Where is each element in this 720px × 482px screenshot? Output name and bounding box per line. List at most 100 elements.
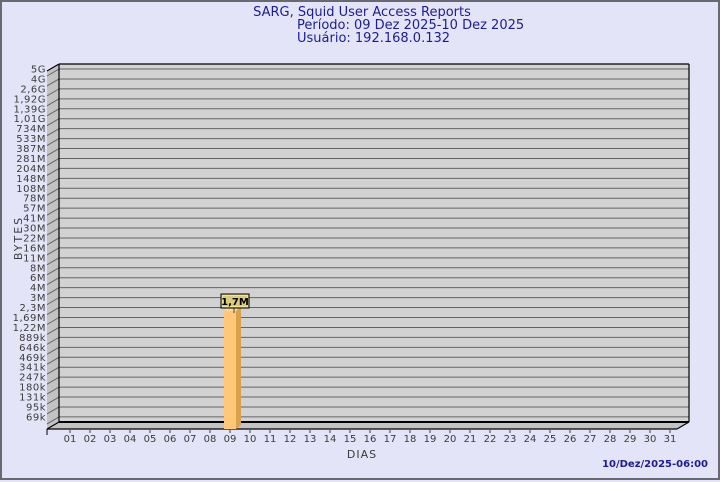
- y-tick-label: 4G: [31, 74, 46, 85]
- x-tick-label: 22: [484, 434, 497, 445]
- y-tick-label: 4M: [30, 283, 46, 294]
- y-tick-diagonal: [46, 68, 60, 77]
- y-tick-label: 5G: [31, 65, 46, 76]
- x-axis-title: DIAS: [346, 448, 378, 461]
- x-tick-label: 03: [104, 434, 117, 445]
- y-tick-label: 8M: [30, 263, 46, 274]
- y-tick-label: 281M: [16, 154, 46, 165]
- x-tick-label: 29: [624, 434, 637, 445]
- y-tick-diagonal: [46, 247, 60, 256]
- x-tick-label: 07: [184, 434, 197, 445]
- y-tick-label: 11M: [23, 253, 46, 264]
- floor-left-edge: [46, 421, 60, 430]
- y-tick-label: 57M: [23, 204, 46, 215]
- x-tick-label: 08: [204, 434, 217, 445]
- y-tick-label: 22M: [23, 233, 46, 244]
- y-tick-label: 69k: [26, 412, 46, 423]
- y-tick-label: 3M: [30, 293, 46, 304]
- value-label-text: 1,7M: [221, 297, 249, 308]
- x-tick-label: 16: [364, 434, 377, 445]
- y-tick-diagonal: [46, 207, 60, 216]
- x-tick-label: 01: [64, 434, 77, 445]
- y-tick-diagonal: [46, 257, 60, 266]
- y-tick-diagonal: [46, 277, 60, 286]
- y-tick-diagonal: [46, 138, 60, 147]
- y-tick-label: 16M: [23, 243, 46, 254]
- x-tick-label: 31: [664, 434, 677, 445]
- y-tick-diagonal: [46, 356, 60, 365]
- y-tick-diagonal: [46, 327, 60, 335]
- x-tick-label: 21: [464, 434, 477, 445]
- y-tick-diagonal: [46, 267, 60, 276]
- y-tick-label: 131k: [19, 393, 46, 404]
- y-tick-diagonal: [46, 78, 60, 87]
- y-tick-label: 341k: [19, 363, 46, 374]
- value-label-box: [220, 293, 250, 309]
- y-tick-diagonal: [46, 187, 60, 196]
- y-axis-wall: [47, 64, 59, 429]
- y-tick-label: 78M: [23, 194, 46, 205]
- y-tick-label: 734M: [16, 124, 46, 135]
- bar-front-face: [224, 311, 236, 429]
- y-tick-label: 1,22M: [13, 323, 46, 334]
- x-tick-label: 09: [224, 434, 237, 445]
- x-tick-label: 18: [404, 434, 417, 445]
- wall-top-edge: [46, 63, 60, 72]
- y-tick-label: 95k: [26, 402, 46, 413]
- x-tick-label: 24: [524, 434, 537, 445]
- y-tick-diagonal: [46, 88, 60, 97]
- y-tick-diagonal: [46, 128, 60, 137]
- y-tick-label: 2,3M: [19, 303, 46, 314]
- y-tick-diagonal: [46, 108, 60, 117]
- x-tick-label: 12: [284, 434, 297, 445]
- x-tick-label: 23: [504, 434, 517, 445]
- y-tick-diagonal: [46, 148, 60, 156]
- y-tick-diagonal: [46, 217, 60, 226]
- y-tick-label: 247k: [19, 373, 46, 384]
- x-tick-label: 27: [584, 434, 597, 445]
- value-label-box-highlight: [222, 295, 248, 307]
- x-tick-label: 17: [384, 434, 397, 445]
- x-tick-label: 10: [244, 434, 257, 445]
- x-tick-label: 11: [264, 434, 277, 445]
- y-tick-label: 204M: [16, 164, 46, 175]
- y-tick-label: 180k: [19, 383, 46, 394]
- y-tick-diagonal: [46, 227, 60, 236]
- y-tick-diagonal: [46, 386, 60, 395]
- report-period: Período: 09 Dez 2025-10 Dez 2025: [297, 18, 525, 33]
- y-tick-label: 41M: [23, 214, 46, 225]
- report-user: Usuário: 192.168.0.132: [297, 31, 451, 46]
- x-tick-label: 20: [444, 434, 457, 445]
- y-tick-diagonal: [46, 177, 60, 186]
- report-title: SARG, Squid User Access Reports: [253, 5, 471, 20]
- y-tick-label: 1,69M: [13, 313, 46, 324]
- y-tick-diagonal: [46, 317, 60, 325]
- y-tick-diagonal: [46, 237, 60, 246]
- y-tick-label: 1,92G: [13, 94, 46, 105]
- y-tick-diagonal: [46, 158, 60, 166]
- y-tick-label: 889k: [19, 333, 46, 344]
- y-tick-diagonal: [46, 336, 60, 345]
- y-tick-label: 469k: [19, 353, 46, 364]
- floor-right-edge: [676, 421, 690, 430]
- y-tick-label: 1,01G: [13, 114, 46, 125]
- x-tick-label: 02: [84, 434, 97, 445]
- y-tick-diagonal: [46, 167, 60, 176]
- y-tick-diagonal: [46, 197, 60, 206]
- x-tick-label: 05: [144, 434, 157, 445]
- y-tick-diagonal: [46, 287, 60, 296]
- x-tick-label: 28: [604, 434, 617, 445]
- y-tick-label: 646k: [19, 343, 46, 354]
- plot-back-wall: [59, 64, 689, 422]
- x-tick-label: 25: [544, 434, 557, 445]
- y-tick-diagonal: [46, 98, 60, 107]
- generation-timestamp: 10/Dez/2025-06:00: [602, 459, 708, 470]
- y-tick-label: 148M: [16, 174, 46, 185]
- x-tick-label: 26: [564, 434, 577, 445]
- y-tick-label: 30M: [23, 224, 46, 235]
- x-tick-label: 15: [344, 434, 357, 445]
- y-tick-label: 387M: [16, 144, 46, 155]
- y-tick-diagonal: [46, 346, 60, 355]
- y-tick-diagonal: [46, 376, 60, 385]
